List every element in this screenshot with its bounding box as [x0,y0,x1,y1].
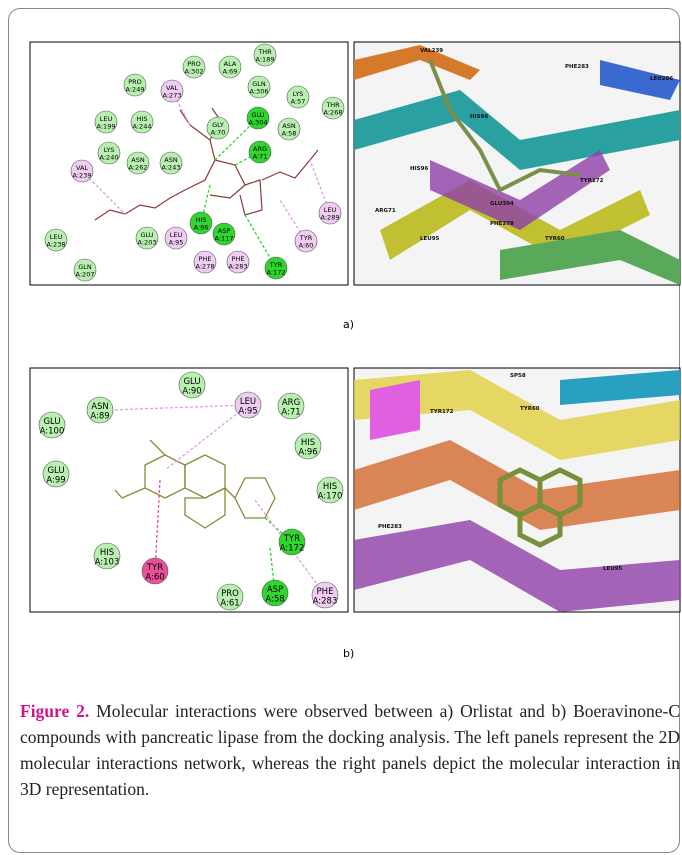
caption-label: Figure 2. [20,701,89,721]
label-3d: TYR60 [520,406,540,412]
residue-id: A:96 [298,448,317,458]
residue-name: GLU [183,377,200,387]
residue-id: A:60 [145,573,164,583]
label-3d: TYR60 [545,236,565,242]
residue-id: A:199 [97,123,116,131]
residue-id: A:268 [324,109,343,117]
residue-name: LEU [240,397,256,407]
residue-id: A:61 [220,599,239,609]
panel-3d [354,368,680,612]
label-3d: VAL239 [420,48,443,54]
residue-name: TYR [146,563,163,573]
residue-name: HIS [323,482,337,492]
label-3d: LEU95 [603,566,623,572]
residue-name: TYR [283,534,300,544]
residue-id: A:70 [211,129,226,137]
residue-id: A:170 [318,492,343,502]
caption: Figure 2. Molecular interactions were ob… [20,698,680,802]
residue-name: ASP [267,585,283,595]
label-3d: TYR172 [580,178,604,184]
residue-id: A:306 [250,88,269,96]
residue-id: A:103 [95,558,120,568]
residue-id: A:117 [215,235,234,243]
label-3d: SP58 [510,373,526,379]
residue-id: A:244 [133,123,152,131]
residue-id: A:172 [280,544,305,554]
residue-id: A:243 [162,164,181,172]
residue-name: HIS [100,548,114,558]
residue-id: A:90 [182,387,201,397]
residue-id: A:57 [291,98,306,106]
residue-name: PRO [221,589,239,599]
residue-name: GLU [43,417,60,427]
residue-id: A:189 [256,56,275,64]
residue-id: A:58 [282,130,297,138]
panel-label: b) [343,647,354,660]
residue-id: A:89 [90,412,109,422]
label-3d: PHE278 [490,221,514,227]
label-3d: HIS96 [470,114,488,120]
label-3d: PHE283 [378,524,402,530]
panel-label: a) [343,318,354,331]
residue-id: A:240 [100,154,119,162]
residue-id: A:283 [313,597,338,607]
residue-id: A:278 [196,263,215,271]
residue-id: A:283 [229,263,248,271]
residue-id: A:262 [129,164,148,172]
residue-id: A:249 [126,86,145,94]
residue-id: A:273 [163,92,182,100]
residue-id: A:238 [47,241,66,249]
residue-id: A:289 [321,214,340,222]
label-3d: PHE283 [565,64,589,70]
residue-id: A:69 [223,68,238,76]
residue-id: A:203 [138,239,157,247]
residue-id: A:100 [40,427,65,437]
label-3d: GLU304 [490,201,514,207]
residue-id: A:172 [267,269,286,277]
residue-id: A:58 [265,595,284,605]
label-3d: LEU286 [650,76,673,82]
residue-name: PHE [317,587,334,597]
residue-id: A:302 [185,68,204,76]
label-3d: ARG71 [375,208,396,214]
residue-id: A:96 [194,224,209,232]
residue-id: A:95 [238,407,257,417]
residue-id: A:207 [76,271,95,279]
residue-id: A:71 [281,408,300,418]
label-3d: LEU95 [420,236,440,242]
residue-id: A:71 [253,153,268,161]
label-3d: TYR172 [430,409,454,415]
residue-id: A:99 [46,476,65,486]
residue-id: A:239 [73,172,92,180]
residue-name: HIS [301,438,315,448]
figure: a)THRA:189PROA:302ALAA:69PROA:249VALA:27… [0,0,682,690]
residue-id: A:60 [299,242,314,250]
caption-text: Molecular interactions were observed bet… [20,701,680,799]
residue-id: A:304 [249,119,268,127]
panel-3d [354,42,680,285]
residue-name: ASN [91,402,109,412]
residue-id: A:95 [169,239,184,247]
label-3d: HIS96 [410,166,428,172]
residue-name: ARG [282,398,300,408]
residue-name: GLU [47,466,64,476]
